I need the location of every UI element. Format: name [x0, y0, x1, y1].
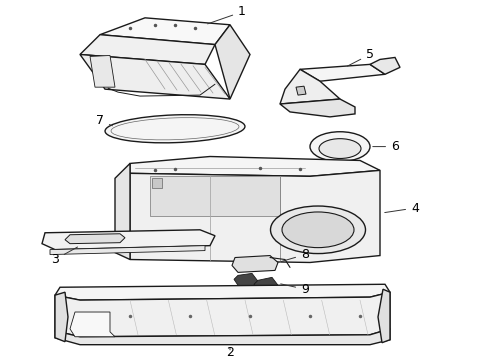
Polygon shape — [232, 256, 278, 273]
Polygon shape — [55, 284, 390, 300]
Polygon shape — [130, 170, 380, 262]
Polygon shape — [100, 18, 230, 45]
Polygon shape — [150, 176, 280, 216]
Polygon shape — [55, 292, 390, 337]
Polygon shape — [378, 289, 390, 343]
Polygon shape — [55, 329, 390, 345]
Polygon shape — [65, 234, 125, 244]
Polygon shape — [80, 35, 215, 64]
Polygon shape — [300, 64, 385, 81]
Text: 8: 8 — [281, 248, 309, 262]
Ellipse shape — [282, 212, 354, 248]
Text: 6: 6 — [373, 140, 399, 153]
Text: 3: 3 — [51, 247, 77, 266]
Polygon shape — [70, 312, 115, 337]
Polygon shape — [215, 25, 250, 99]
Text: 4: 4 — [385, 202, 419, 215]
Ellipse shape — [319, 139, 361, 158]
Ellipse shape — [105, 115, 245, 143]
Text: 7: 7 — [96, 114, 112, 127]
Polygon shape — [130, 157, 380, 176]
Polygon shape — [296, 86, 306, 95]
Polygon shape — [90, 55, 115, 87]
Text: 2: 2 — [226, 346, 234, 359]
Text: 1: 1 — [208, 5, 246, 24]
Ellipse shape — [310, 132, 370, 161]
Polygon shape — [152, 178, 162, 188]
Polygon shape — [254, 277, 278, 292]
Polygon shape — [234, 273, 258, 287]
Polygon shape — [370, 58, 400, 74]
Text: 5: 5 — [347, 48, 374, 66]
Polygon shape — [115, 163, 130, 260]
Polygon shape — [80, 54, 230, 99]
Polygon shape — [42, 230, 215, 249]
Polygon shape — [280, 99, 355, 117]
Ellipse shape — [270, 206, 366, 253]
Text: 9: 9 — [281, 283, 309, 296]
Polygon shape — [55, 292, 68, 342]
Polygon shape — [50, 246, 205, 255]
Polygon shape — [280, 69, 340, 104]
